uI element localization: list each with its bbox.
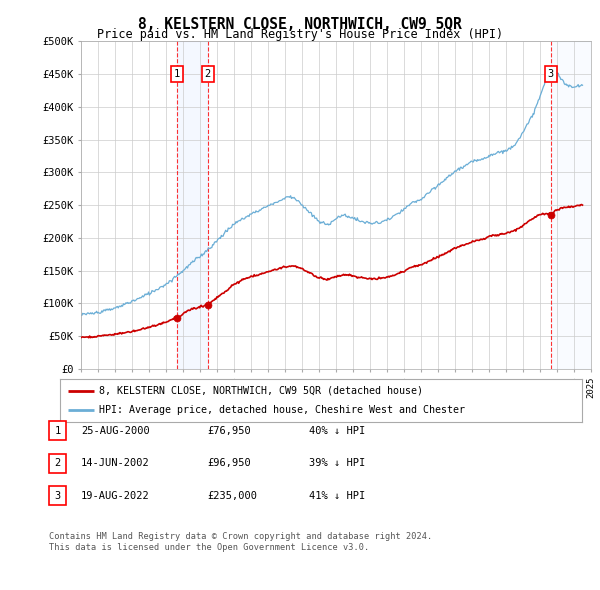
Text: Price paid vs. HM Land Registry's House Price Index (HPI): Price paid vs. HM Land Registry's House …	[97, 28, 503, 41]
Text: 14-JUN-2002: 14-JUN-2002	[81, 458, 150, 468]
Bar	[551, 41, 591, 369]
Text: 8, KELSTERN CLOSE, NORTHWICH, CW9 5QR: 8, KELSTERN CLOSE, NORTHWICH, CW9 5QR	[138, 17, 462, 31]
Text: £96,950: £96,950	[207, 458, 251, 468]
Text: Contains HM Land Registry data © Crown copyright and database right 2024.
This d: Contains HM Land Registry data © Crown c…	[49, 532, 433, 552]
Text: 2: 2	[55, 458, 61, 468]
Bar	[177, 41, 208, 369]
Text: 1: 1	[55, 426, 61, 435]
Text: 2: 2	[205, 69, 211, 79]
Text: HPI: Average price, detached house, Cheshire West and Chester: HPI: Average price, detached house, Ches…	[99, 405, 465, 415]
Text: 8, KELSTERN CLOSE, NORTHWICH, CW9 5QR (detached house): 8, KELSTERN CLOSE, NORTHWICH, CW9 5QR (d…	[99, 386, 423, 396]
Text: 41% ↓ HPI: 41% ↓ HPI	[309, 491, 365, 500]
Text: £76,950: £76,950	[207, 426, 251, 435]
Text: 1: 1	[174, 69, 180, 79]
Text: 3: 3	[55, 491, 61, 500]
Text: 3: 3	[548, 69, 554, 79]
Text: 40% ↓ HPI: 40% ↓ HPI	[309, 426, 365, 435]
Text: 19-AUG-2022: 19-AUG-2022	[81, 491, 150, 500]
Text: 25-AUG-2000: 25-AUG-2000	[81, 426, 150, 435]
Text: £235,000: £235,000	[207, 491, 257, 500]
Text: 39% ↓ HPI: 39% ↓ HPI	[309, 458, 365, 468]
